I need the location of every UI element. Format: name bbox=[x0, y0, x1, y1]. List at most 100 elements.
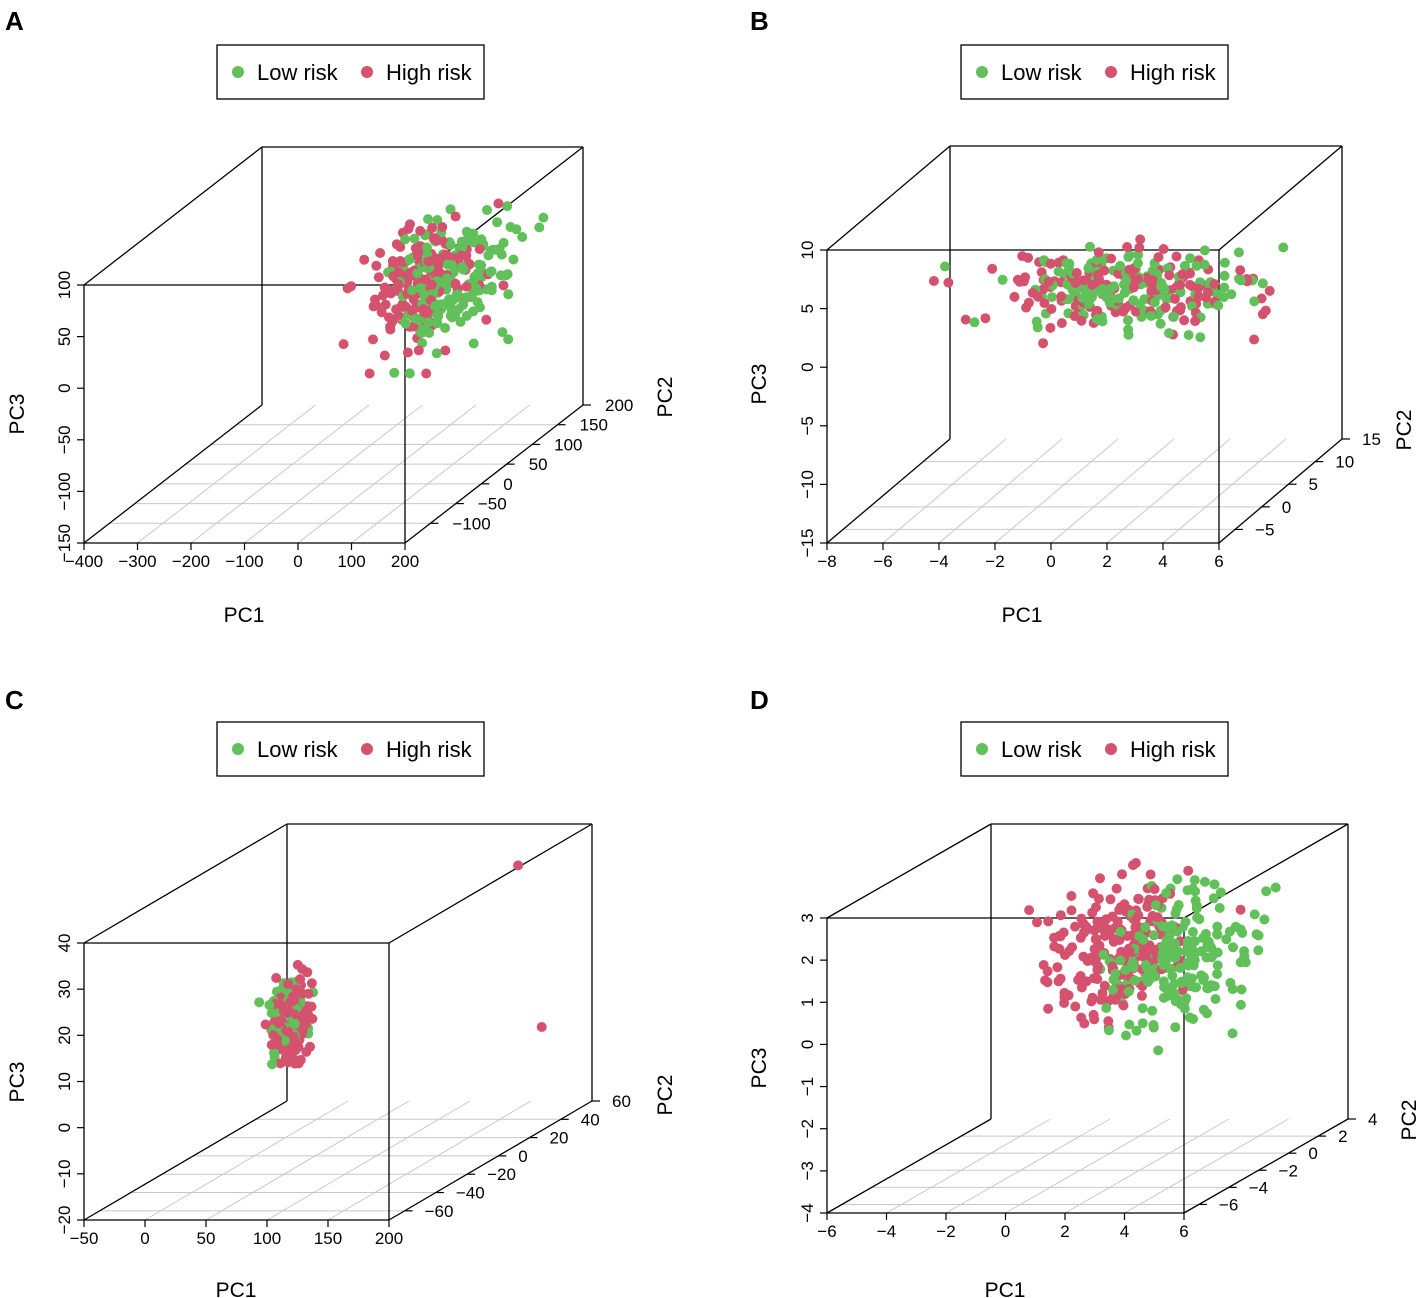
x-tick-label: −2 bbox=[985, 552, 1004, 571]
point-high-risk bbox=[1179, 315, 1190, 326]
y-tick-label: 200 bbox=[605, 396, 633, 415]
z-tick-label: 3 bbox=[798, 913, 817, 922]
point-high-risk bbox=[1079, 920, 1090, 930]
point-low-risk bbox=[1083, 263, 1094, 274]
grid-line-x bbox=[882, 438, 1007, 544]
point-low-risk bbox=[1146, 311, 1157, 321]
axis-title-pc1: PC1 bbox=[985, 1279, 1026, 1298]
point-low-risk bbox=[498, 237, 509, 248]
point-high-risk bbox=[1146, 285, 1157, 296]
legend-label-low-risk: Low risk bbox=[257, 737, 339, 762]
point-low-risk bbox=[437, 277, 448, 288]
z-tick-label: 100 bbox=[55, 271, 74, 299]
point-high-risk bbox=[410, 243, 421, 254]
point-low-risk bbox=[1249, 296, 1260, 307]
point-low-risk bbox=[474, 302, 485, 313]
point-high-risk bbox=[1093, 270, 1103, 280]
point-low-risk bbox=[1182, 939, 1193, 949]
point-low-risk bbox=[1085, 241, 1095, 252]
point-low-risk bbox=[1259, 914, 1270, 925]
point-high-risk bbox=[432, 235, 442, 246]
point-low-risk bbox=[432, 309, 443, 320]
legend-label-low-risk: Low risk bbox=[1001, 737, 1083, 762]
y-tick-label: 0 bbox=[503, 475, 512, 494]
point-high-risk bbox=[1109, 935, 1119, 946]
x-tick-label: −2 bbox=[936, 1222, 955, 1241]
cube-edge bbox=[1218, 145, 1343, 251]
point-low-risk bbox=[1209, 879, 1220, 890]
point-high-risk bbox=[1066, 905, 1077, 916]
x-tick-label: −200 bbox=[172, 552, 210, 571]
y-tick-label: 0 bbox=[518, 1147, 527, 1166]
point-high-risk bbox=[1145, 869, 1156, 880]
point-high-risk bbox=[1141, 949, 1151, 960]
point-low-risk bbox=[1131, 1025, 1142, 1036]
point-low-risk bbox=[1108, 984, 1118, 995]
x-tick-label: 200 bbox=[375, 1229, 403, 1248]
point-low-risk bbox=[1115, 926, 1126, 937]
point-high-risk bbox=[450, 211, 461, 222]
point-high-risk bbox=[1119, 899, 1130, 910]
z-tick-label: 0 bbox=[798, 1040, 817, 1049]
point-low-risk bbox=[1150, 900, 1161, 911]
panel-a: A−400 −300 −200 −100 0 100 200−100−50050100150… bbox=[5, 6, 677, 627]
point-high-risk bbox=[1122, 242, 1133, 252]
point-low-risk bbox=[1167, 970, 1178, 981]
point-high-risk bbox=[271, 973, 282, 983]
point-high-risk bbox=[1024, 905, 1035, 916]
x-tick-label: 50 bbox=[197, 1229, 216, 1248]
grid-line-x bbox=[205, 1100, 410, 1221]
point-low-risk bbox=[446, 259, 457, 270]
point-high-risk bbox=[300, 1012, 311, 1023]
point-low-risk bbox=[1191, 260, 1202, 271]
point-low-risk bbox=[472, 270, 482, 281]
point-high-risk bbox=[1100, 931, 1110, 941]
point-low-risk bbox=[508, 254, 519, 265]
point-low-risk bbox=[474, 259, 484, 270]
point-high-risk bbox=[1088, 888, 1099, 899]
point-low-risk bbox=[485, 267, 496, 277]
point-high-risk bbox=[1052, 962, 1063, 973]
point-low-risk bbox=[1212, 921, 1223, 932]
point-low-risk bbox=[1203, 983, 1214, 994]
legend-label-high-risk: High risk bbox=[386, 60, 473, 85]
point-low-risk bbox=[1147, 1005, 1158, 1016]
point-low-risk bbox=[1148, 930, 1159, 941]
point-low-risk bbox=[1157, 921, 1168, 932]
point-low-risk bbox=[1235, 999, 1246, 1010]
grid-line-x bbox=[351, 404, 530, 544]
legend: Low risk High risk bbox=[960, 721, 1229, 777]
panel-label: D bbox=[750, 685, 769, 715]
point-high-risk bbox=[391, 304, 402, 315]
point-high-risk bbox=[1185, 268, 1195, 279]
point-high-risk bbox=[1082, 956, 1093, 966]
point-high-risk bbox=[1118, 306, 1129, 317]
point-low-risk bbox=[410, 313, 421, 324]
axis-title-pc3: PC3 bbox=[6, 394, 29, 435]
z-tick-label: 2 bbox=[798, 955, 817, 964]
point-low-risk bbox=[424, 327, 435, 338]
point-low-risk bbox=[1189, 875, 1200, 886]
point-high-risk bbox=[1055, 910, 1066, 921]
point-low-risk bbox=[1161, 293, 1172, 304]
point-high-risk bbox=[1089, 944, 1100, 954]
point-high-risk bbox=[943, 277, 954, 288]
point-high-risk bbox=[1177, 269, 1188, 280]
point-low-risk bbox=[1121, 275, 1132, 286]
point-high-risk bbox=[1131, 306, 1141, 317]
y-tick-label: 20 bbox=[550, 1129, 569, 1148]
y-tick-label: −50 bbox=[478, 495, 507, 514]
x-tick-label: 2 bbox=[1102, 552, 1111, 571]
y-tick-label: −40 bbox=[456, 1184, 485, 1203]
point-low-risk bbox=[1226, 289, 1237, 300]
x-tick-label: 200 bbox=[391, 552, 419, 571]
point-low-risk bbox=[1227, 984, 1238, 995]
point-low-risk bbox=[1159, 982, 1170, 993]
point-high-risk bbox=[1097, 988, 1108, 999]
point-low-risk bbox=[1155, 318, 1166, 329]
point-high-risk bbox=[1235, 904, 1246, 915]
point-low-risk bbox=[1166, 920, 1177, 931]
point-high-risk bbox=[405, 219, 415, 230]
y-tick-label: 0 bbox=[1308, 1144, 1317, 1163]
point-low-risk bbox=[267, 1059, 277, 1070]
